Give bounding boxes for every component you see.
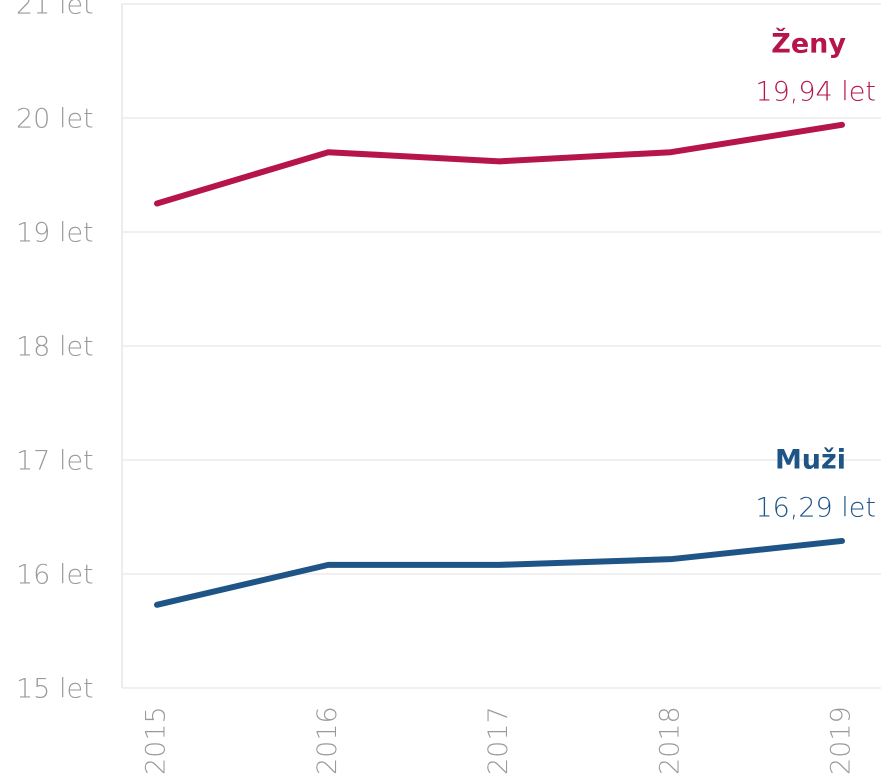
y-tick-label: 20 let	[16, 104, 94, 135]
line	[154, 537, 845, 608]
x-tick-label: 2018	[654, 706, 685, 775]
x-tick-label: 2017	[483, 706, 514, 775]
y-tick-label: 17 let	[16, 446, 94, 477]
x-tick-label: 2015	[141, 706, 172, 775]
value-label: 16,29 let	[755, 492, 876, 523]
y-tick-label: 16 let	[16, 560, 94, 591]
x-tick-label: 2016	[312, 706, 343, 775]
y-tick-label: 15 let	[16, 674, 94, 705]
series-name: Ženy	[771, 27, 846, 59]
line	[154, 121, 845, 207]
y-tick-label: 21 let	[16, 0, 94, 21]
y-tick-label: 18 let	[16, 332, 94, 363]
x-tick-label: 2019	[826, 706, 857, 775]
value-label: 19,94 let	[755, 76, 876, 107]
series-name: Muži	[775, 444, 846, 475]
y-tick-label: 19 let	[16, 218, 94, 249]
